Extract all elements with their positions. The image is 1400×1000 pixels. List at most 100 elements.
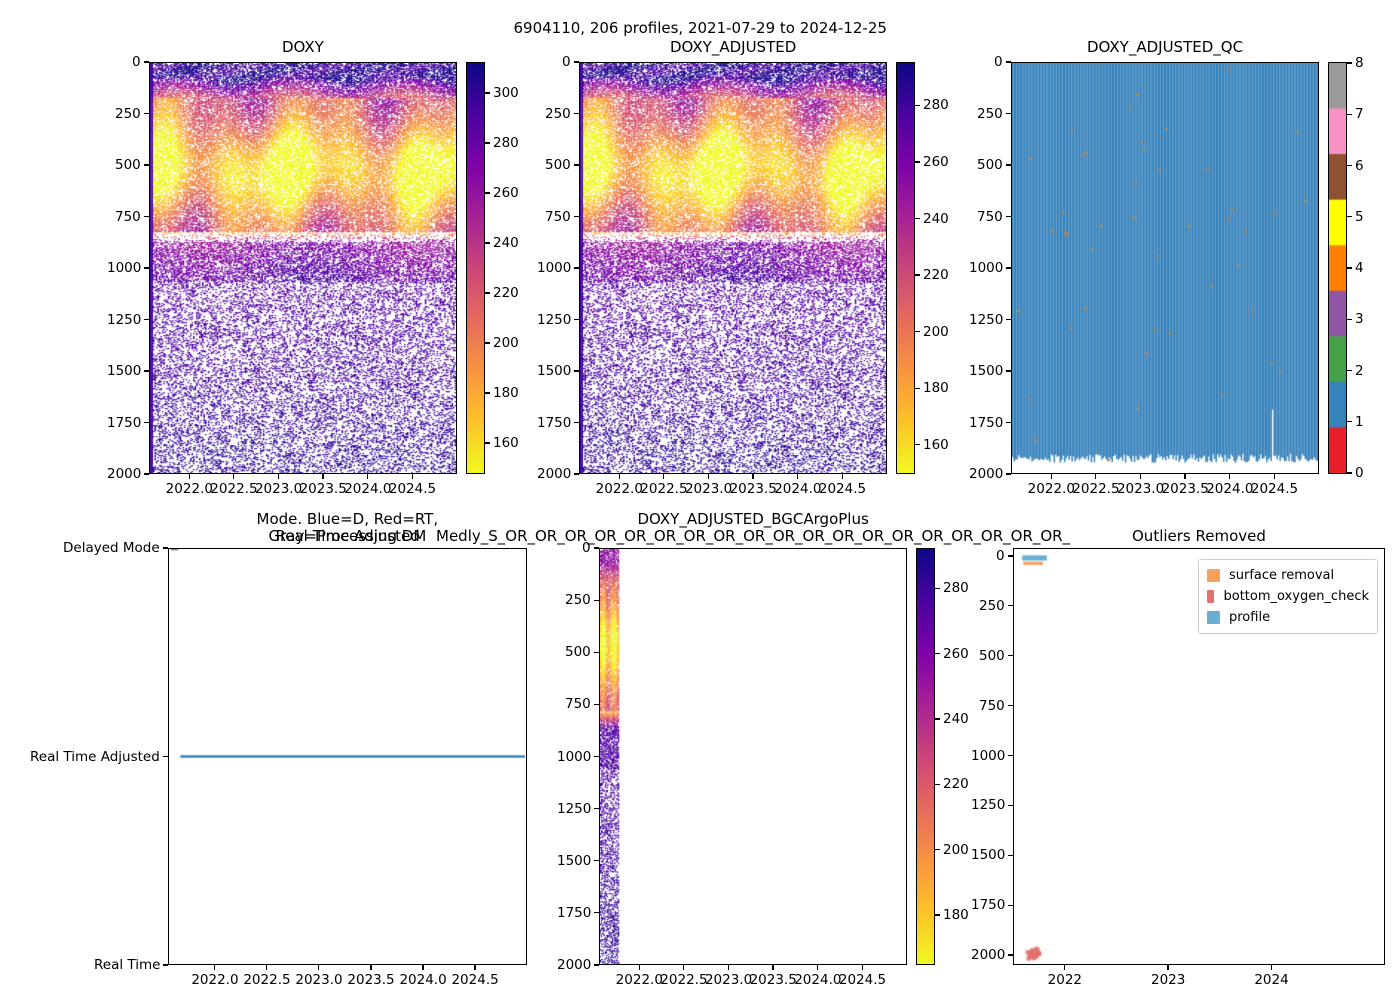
cbar-tick-label-doxy: 200 bbox=[493, 335, 519, 351]
y-tick-label-doxy_adjusted_bgcargoplus: 250 bbox=[565, 592, 591, 609]
y-tick-mark bbox=[594, 651, 599, 653]
x-tick-label-doxy_adjusted_qc: 2024.0 bbox=[1206, 481, 1254, 497]
y-tick-mark bbox=[144, 61, 149, 63]
legend-label: profile bbox=[1229, 610, 1271, 625]
x-tick-label-doxy: 2024.5 bbox=[388, 481, 437, 497]
x-tick-label-doxy_adjusted_qc: 2022.5 bbox=[1072, 481, 1120, 497]
cbar-tick-mark bbox=[915, 387, 920, 389]
cbar-tick-mark bbox=[1347, 267, 1352, 269]
subplot-title-data-mode-overlap: Real Time Adjusted bbox=[275, 527, 420, 545]
cbar-tick-mark bbox=[1347, 472, 1352, 474]
x-tick-label-doxy_adjusted: 2022.0 bbox=[595, 481, 643, 497]
cbar-tick-label-doxy_adjusted_bgcargoplus: 200 bbox=[943, 841, 969, 858]
x-tick-mark bbox=[1184, 474, 1186, 479]
x-tick-mark bbox=[474, 965, 476, 970]
y-tick-label-outliers_removed: 1250 bbox=[971, 797, 1006, 814]
x-tick-label-doxy_adjusted_qc: 2022.0 bbox=[1027, 481, 1075, 497]
figure-suptitle: 6904110, 206 profiles, 2021-07-29 to 202… bbox=[513, 19, 887, 37]
x-tick-label-data-mode: 2024.5 bbox=[451, 972, 499, 988]
y-tick-mark bbox=[1006, 318, 1011, 321]
x-tick-label-doxy: 2023.5 bbox=[299, 481, 347, 497]
y-tick-mark bbox=[1008, 705, 1013, 707]
y-tick-label-doxy_adjusted_bgcargoplus: 2000 bbox=[557, 957, 592, 973]
cbar-tick-label-doxy_adjusted_qc: 2 bbox=[1355, 362, 1364, 379]
cbar-tick-mark bbox=[485, 442, 490, 444]
legend-item-1[interactable]: bottom_oxygen_check bbox=[1207, 586, 1369, 607]
x-tick-mark bbox=[1270, 965, 1272, 970]
axes-data-mode bbox=[168, 548, 527, 965]
y-tick-label-doxy: 1000 bbox=[107, 260, 142, 276]
y-tick-mark bbox=[144, 421, 149, 424]
y-tick-mark bbox=[144, 112, 149, 115]
cbar-tick-mark bbox=[485, 242, 490, 244]
cbar-tick-mark bbox=[935, 718, 940, 720]
legend-item-0[interactable]: surface removal bbox=[1207, 565, 1369, 586]
axes-doxy-adjusted-qc-data bbox=[1012, 63, 1318, 473]
y-tick-mark bbox=[574, 112, 579, 115]
x-tick-label-doxy_adjusted_bgcargoplus: 2023.5 bbox=[749, 972, 797, 988]
x-tick-mark bbox=[1064, 965, 1066, 970]
cbar-tick-label-doxy_adjusted_bgcargoplus: 220 bbox=[943, 776, 969, 793]
x-tick-label-doxy: 2022.5 bbox=[210, 481, 258, 497]
x-tick-label-doxy_adjusted_bgcargoplus: 2022.5 bbox=[660, 972, 708, 988]
cbar-tick-mark bbox=[915, 331, 920, 333]
y-tick-mark bbox=[574, 267, 579, 269]
y-tick-mark bbox=[574, 473, 579, 475]
y-tick-label-doxy_adjusted_bgcargoplus: 1750 bbox=[557, 904, 592, 921]
x-tick-mark bbox=[1139, 474, 1142, 479]
y-tick-mark bbox=[144, 473, 149, 475]
y-tick-label-doxy_adjusted_qc: 0 bbox=[994, 54, 1003, 70]
y-tick-mark bbox=[1008, 754, 1013, 757]
y-tick-mark bbox=[594, 547, 599, 549]
x-tick-mark bbox=[322, 474, 324, 479]
axes-doxy-adjusted bbox=[579, 62, 887, 474]
cbar-tick-mark bbox=[1347, 62, 1352, 64]
y-tick-label-doxy_adjusted_qc: 500 bbox=[977, 157, 1003, 173]
y-tick-label-doxy_adjusted_bgcargoplus: 750 bbox=[565, 696, 591, 713]
y-tick-mark bbox=[574, 370, 579, 372]
colorbar-doxy_adjusted bbox=[896, 62, 915, 474]
x-tick-mark bbox=[841, 474, 843, 479]
cbar-tick-label-doxy_adjusted: 200 bbox=[923, 323, 949, 340]
colorbar-gradient bbox=[897, 63, 914, 473]
cbar-tick-mark bbox=[1347, 421, 1352, 423]
y-tick-label-outliers_removed: 1750 bbox=[971, 897, 1006, 914]
x-tick-label-doxy_adjusted: 2024.0 bbox=[774, 481, 822, 497]
y-tick-mark bbox=[1008, 904, 1013, 906]
axes-doxy-adjusted-bgcargoplus bbox=[599, 548, 907, 965]
y-tick-mark bbox=[1008, 655, 1013, 657]
y-tick-label-doxy: 250 bbox=[115, 105, 141, 122]
y-tick-label-outliers_removed: 1500 bbox=[971, 847, 1006, 864]
y-tick-mark bbox=[594, 755, 599, 758]
y-tick-mark bbox=[594, 599, 599, 601]
axes-data-mode-data bbox=[169, 549, 526, 964]
x-tick-label-doxy: 2022.0 bbox=[165, 481, 213, 497]
y-tick-mark bbox=[163, 755, 168, 758]
x-tick-label-doxy: 2023.0 bbox=[254, 481, 303, 497]
x-tick-label-data-mode: 2023.0 bbox=[295, 972, 343, 988]
y-tick-mark bbox=[594, 808, 599, 810]
legend-swatch-icon bbox=[1207, 590, 1215, 603]
y-tick-mark bbox=[594, 703, 599, 705]
y-tick-mark bbox=[1006, 421, 1011, 424]
y-tick-mark bbox=[144, 215, 149, 218]
colorbar-doxy_adjusted_bgcargoplus bbox=[916, 548, 935, 965]
legend-item-2[interactable]: profile bbox=[1207, 607, 1369, 628]
y-tick-mark bbox=[1008, 954, 1013, 956]
legend-label: surface removal bbox=[1229, 568, 1335, 583]
axes-doxy-adjusted-qc bbox=[1011, 62, 1319, 474]
colorbar-gradient bbox=[917, 549, 934, 964]
x-tick-mark bbox=[1095, 474, 1097, 479]
subplot-title-outliers-removed: Outliers Removed bbox=[1132, 527, 1266, 545]
subplot-title-doxy-adjusted: DOXY_ADJUSTED bbox=[670, 38, 797, 56]
x-tick-mark bbox=[618, 474, 620, 479]
x-tick-label-data-mode: 2024.0 bbox=[399, 972, 447, 988]
y-tick-label-doxy_adjusted_bgcargoplus: 1000 bbox=[557, 748, 592, 765]
cbar-tick-label-doxy_adjusted_qc: 3 bbox=[1355, 311, 1364, 328]
cbar-tick-mark bbox=[485, 142, 490, 144]
subplot-title-bgcargoplus-line1: DOXY_ADJUSTED_BGCArgoPlus bbox=[637, 510, 869, 528]
y-tick-label-doxy_adjusted_bgcargoplus: 1500 bbox=[557, 852, 592, 869]
x-tick-label-doxy_adjusted: 2024.5 bbox=[818, 481, 867, 497]
cbar-tick-label-doxy_adjusted_bgcargoplus: 280 bbox=[943, 580, 969, 597]
cbar-tick-label-doxy_adjusted: 180 bbox=[923, 380, 949, 397]
